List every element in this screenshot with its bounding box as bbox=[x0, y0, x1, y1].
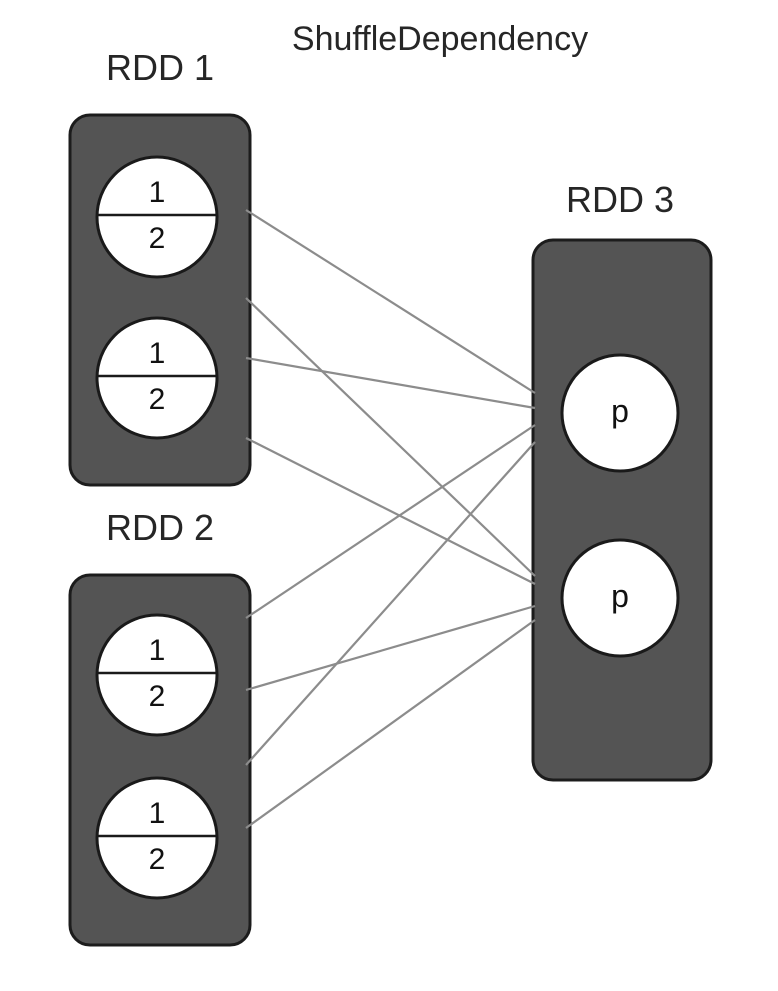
rdd2-partition-1: 1 2 bbox=[95, 613, 219, 737]
partition-top-number: 1 bbox=[149, 634, 166, 667]
partition-circle bbox=[95, 316, 219, 440]
rdd3-label: RDD 3 bbox=[566, 179, 674, 220]
edge-rdd1-p2-to-rdd3-p2 bbox=[245, 437, 536, 585]
edge-rdd1-p2-to-rdd3-p1 bbox=[245, 356, 536, 410]
partition-bottom-number: 2 bbox=[149, 383, 166, 416]
partition-bottom-number: 2 bbox=[149, 843, 166, 876]
partition-circle bbox=[95, 155, 219, 279]
edge-rdd2-p1-to-rdd3-p1 bbox=[245, 424, 536, 619]
partition-circle bbox=[95, 613, 219, 737]
shuffle-edges bbox=[245, 209, 536, 829]
partition-circle bbox=[95, 776, 219, 900]
partition-top-number: 1 bbox=[149, 337, 166, 370]
partition-bottom-number: 2 bbox=[149, 680, 166, 713]
partition-label: p bbox=[611, 578, 629, 614]
rdd2-partition-2: 1 2 bbox=[95, 776, 219, 900]
edge-rdd2-p1-to-rdd3-p2 bbox=[245, 604, 536, 692]
edge-rdd2-p2-to-rdd3-p1 bbox=[245, 441, 536, 766]
edge-rdd1-p1-to-rdd3-p2 bbox=[245, 297, 536, 577]
partition-circle bbox=[560, 353, 680, 473]
edge-rdd1-p1-to-rdd3-p1 bbox=[245, 209, 536, 394]
rdd3-partition-1: p bbox=[560, 353, 680, 473]
rdd3-partition-2: p bbox=[560, 538, 680, 658]
diagram-title: ShuffleDependency bbox=[292, 20, 588, 58]
rdd2-label: RDD 2 bbox=[106, 507, 214, 548]
partition-top-number: 1 bbox=[149, 797, 166, 830]
partition-bottom-number: 2 bbox=[149, 222, 166, 255]
rdd1-partition-1: 1 2 bbox=[95, 155, 219, 279]
rdd1-partition-2: 1 2 bbox=[95, 316, 219, 440]
partition-circle bbox=[560, 538, 680, 658]
rdd1-label: RDD 1 bbox=[106, 47, 214, 88]
rdd3-box bbox=[531, 238, 713, 782]
partition-label: p bbox=[611, 393, 629, 429]
partition-top-number: 1 bbox=[149, 176, 166, 209]
edge-rdd2-p2-to-rdd3-p2 bbox=[245, 619, 536, 829]
